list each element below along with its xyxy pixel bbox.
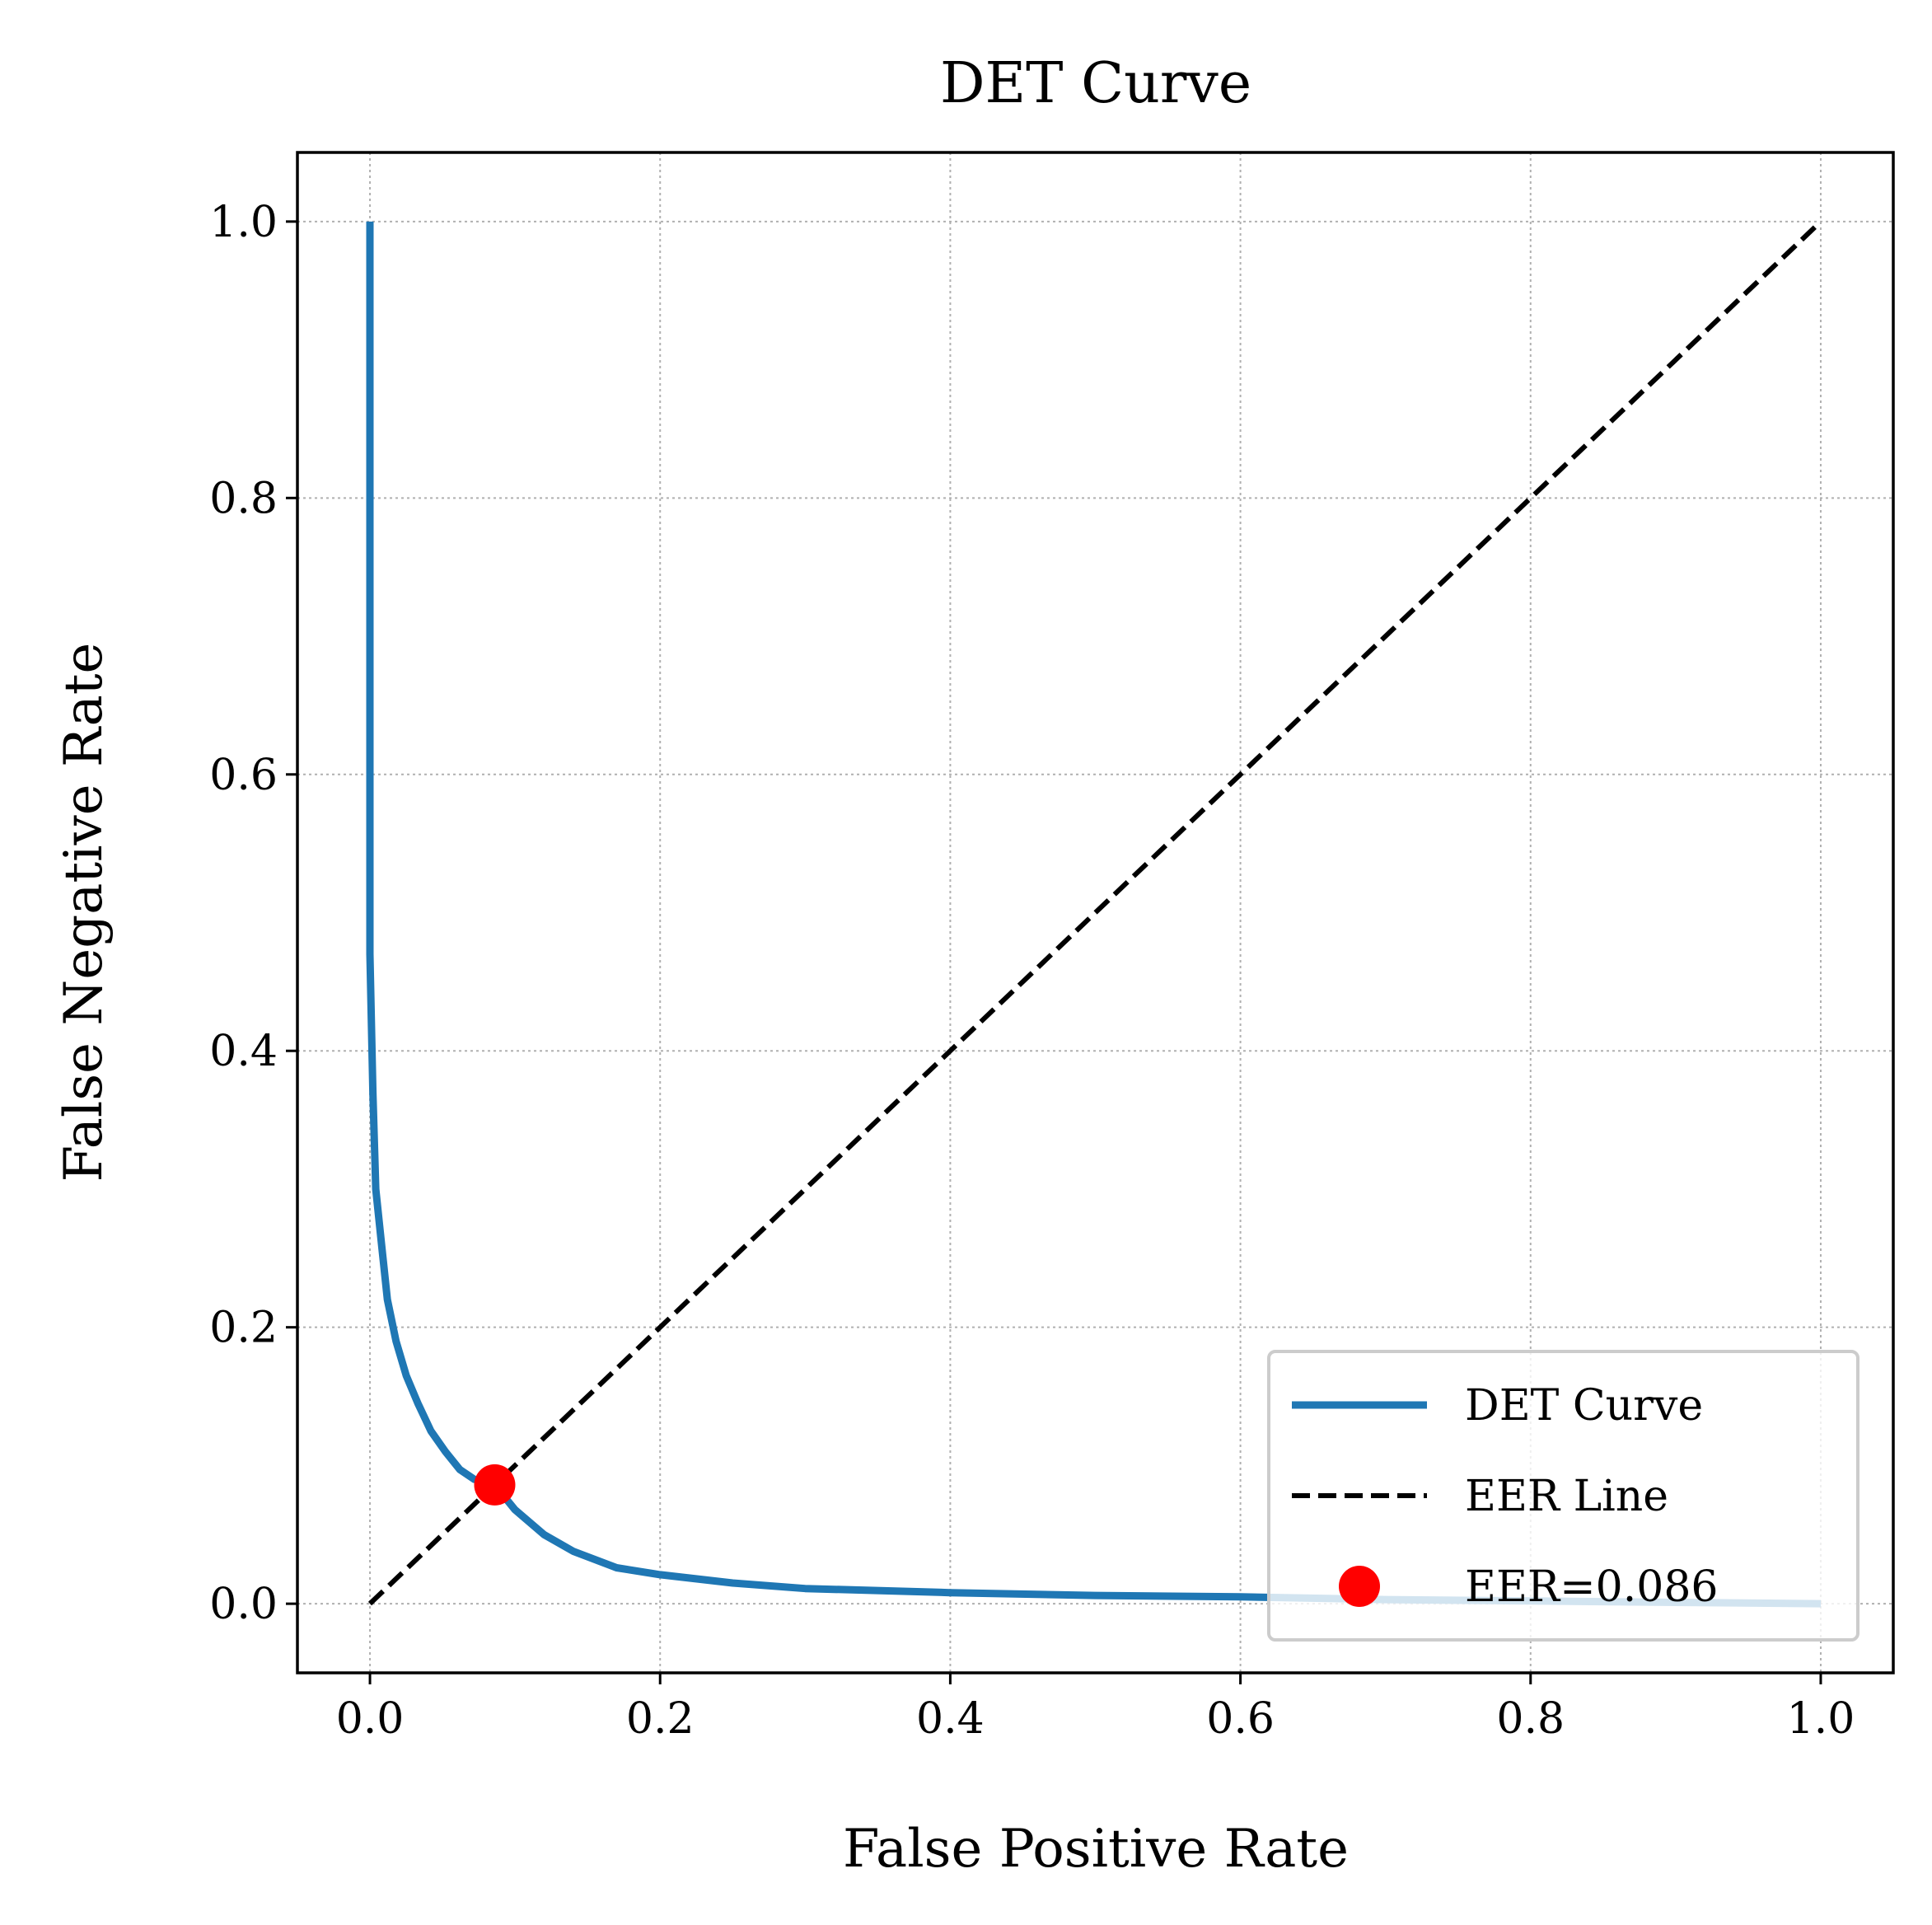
y-tick-label: 0.6 <box>209 751 278 800</box>
y-axis-label: False Negative Rate <box>54 643 115 1183</box>
x-tick-label: 0.6 <box>1206 1694 1275 1744</box>
y-tick-label: 0.4 <box>209 1027 278 1076</box>
plot-frame <box>296 151 1895 1674</box>
legend-label: EER=0.086 <box>1465 1562 1719 1612</box>
eer-line-series <box>367 219 1823 1606</box>
x-tick-label: 1.0 <box>1787 1694 1855 1744</box>
x-tick-label: 0.2 <box>626 1694 695 1744</box>
x-tick-label: 0.0 <box>336 1694 405 1744</box>
points-layer <box>474 1464 516 1506</box>
y-tick-label: 0.8 <box>209 474 278 523</box>
y-tick-label: 0.0 <box>209 1580 278 1629</box>
x-tick-label: 0.4 <box>916 1694 985 1744</box>
y-tick-label: 1.0 <box>209 198 278 247</box>
eer-point <box>474 1464 516 1506</box>
legend-label: EER Line <box>1465 1472 1668 1521</box>
ticks-layer: 0.0 0.2 0.4 0.6 0.8 1.0 0.0 0.2 0.4 0.6 0.8 1.0 <box>209 198 1855 1744</box>
legend: DET Curve EER Line EER=0.086 <box>1267 1350 1859 1642</box>
grid <box>297 152 1893 1673</box>
x-tick-label: 0.8 <box>1496 1694 1565 1744</box>
y-tick-label: 0.2 <box>209 1304 278 1353</box>
chart-title: DET Curve <box>940 51 1251 116</box>
legend-label: DET Curve <box>1465 1381 1703 1431</box>
legend-marker-swatch <box>1339 1566 1380 1607</box>
x-axis-label: False Positive Rate <box>843 1819 1349 1880</box>
legend-box <box>1267 1350 1859 1642</box>
